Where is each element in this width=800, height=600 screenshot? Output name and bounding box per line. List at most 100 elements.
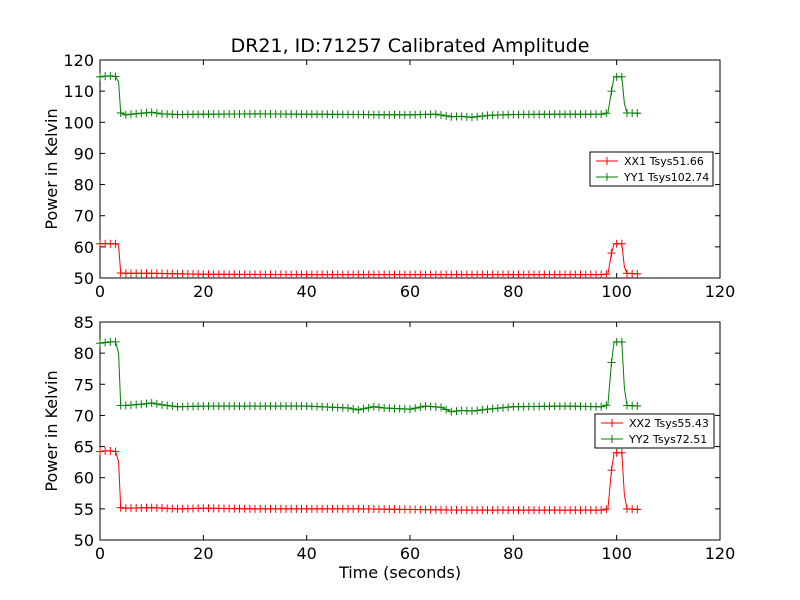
chart-title: DR21, ID:71257 Calibrated Amplitude	[231, 35, 590, 57]
data-point	[468, 407, 476, 416]
data-point	[142, 399, 151, 408]
data-point	[344, 403, 352, 412]
top-plot: 0 20 40 60 80 100 120 50 60 70 80 90 100 110 120 Power …	[42, 51, 735, 301]
data-point	[617, 448, 626, 457]
y-axis-label: Power in Kelvin	[42, 108, 61, 229]
data-point	[442, 405, 451, 414]
data-point	[111, 239, 120, 248]
y-tick-label: 65	[74, 438, 94, 457]
data-point	[633, 269, 642, 278]
x-tick-label: 0	[95, 282, 105, 301]
data-point	[447, 407, 456, 416]
data-point	[411, 404, 420, 413]
data-point	[617, 72, 626, 81]
data-point	[158, 400, 166, 409]
bottom-plot: 0 20 40 60 80 100 120 50 55 60 65 70 75 80 85 Power in …	[42, 313, 735, 582]
data-point	[437, 111, 445, 120]
data-point	[111, 447, 120, 456]
data-point	[602, 401, 611, 410]
data-point	[602, 109, 611, 118]
data-point	[452, 407, 461, 416]
data-point	[607, 249, 616, 258]
series-line	[99, 341, 640, 413]
data-point	[375, 403, 383, 412]
y-tick-label: 70	[74, 207, 94, 226]
x-tick-label: 20	[193, 544, 213, 563]
data-point	[437, 403, 445, 412]
data-point	[602, 505, 611, 514]
data-point	[607, 466, 616, 475]
data-point	[468, 113, 476, 122]
x-tick-label: 40	[296, 282, 316, 301]
data-point	[597, 506, 606, 515]
y-tick-label: 80	[74, 176, 94, 195]
series-line	[100, 243, 640, 276]
data-point	[359, 404, 368, 413]
legend-label: YY1 Tsys102.74	[623, 171, 709, 184]
legend-box	[594, 413, 715, 449]
legend: XX1 Tsys51.66 YY1 Tsys102.74	[589, 151, 714, 187]
x-tick-label: 60	[400, 282, 420, 301]
y-tick-label: 100	[63, 113, 94, 132]
data-point	[473, 112, 482, 121]
data-point	[597, 110, 606, 119]
data-point	[416, 403, 425, 412]
data-point	[431, 110, 440, 119]
data-point	[617, 337, 626, 346]
y-tick-label: 85	[74, 313, 94, 332]
y-tick-label: 110	[63, 82, 94, 101]
y-tick-label: 70	[74, 406, 94, 425]
x-tick-label: 60	[400, 544, 420, 563]
y-tick-label: 55	[74, 500, 94, 519]
legend-label: XX1 Tsys51.66	[624, 155, 704, 168]
y-tick-label: 80	[74, 344, 94, 363]
x-axis-label: Time (seconds)	[338, 563, 461, 582]
data-point	[617, 239, 626, 248]
data-point	[111, 337, 120, 346]
data-point	[101, 338, 110, 347]
data-point	[121, 110, 130, 119]
data-point	[607, 358, 616, 367]
data-point	[473, 406, 482, 415]
data-point	[607, 87, 616, 96]
x-tick-label: 80	[503, 282, 523, 301]
data-point	[96, 447, 104, 456]
legend-label: YY2 Tsys72.51	[628, 433, 707, 446]
data-point	[406, 405, 414, 414]
data-point	[364, 403, 373, 412]
data-point	[147, 108, 156, 117]
data-point	[168, 402, 177, 411]
series-line	[99, 450, 640, 511]
data-point	[597, 402, 606, 411]
data-point	[137, 400, 146, 409]
y-tick-label: 90	[74, 144, 94, 163]
data-point	[116, 503, 125, 512]
data-point	[354, 405, 363, 414]
data-point	[111, 72, 120, 81]
x-tick-label: 120	[705, 544, 736, 563]
data-point	[633, 505, 642, 514]
x-tick-label: 100	[601, 282, 632, 301]
y-tick-label: 75	[74, 375, 94, 394]
data-point	[116, 108, 125, 117]
x-tick-label: 100	[601, 544, 632, 563]
x-tick-label: 120	[705, 282, 736, 301]
x-tick-label: 0	[95, 544, 105, 563]
legend-label: XX2 Tsys55.43	[629, 417, 709, 430]
series-line	[99, 75, 640, 118]
data-point	[96, 72, 104, 81]
data-point	[147, 398, 156, 407]
data-point	[369, 402, 378, 411]
data-point	[349, 404, 358, 413]
data-point	[633, 109, 642, 118]
x-tick-label: 40	[296, 544, 316, 563]
y-tick-label: 60	[74, 469, 94, 488]
y-tick-label: 50	[74, 269, 94, 288]
data-point	[152, 109, 161, 118]
data-point	[478, 112, 487, 121]
x-tick-label: 80	[503, 544, 523, 563]
data-point	[602, 270, 611, 279]
legend: XX2 Tsys55.43 YY2 Tsys72.51	[594, 413, 715, 449]
y-tick-label: 120	[63, 51, 94, 70]
